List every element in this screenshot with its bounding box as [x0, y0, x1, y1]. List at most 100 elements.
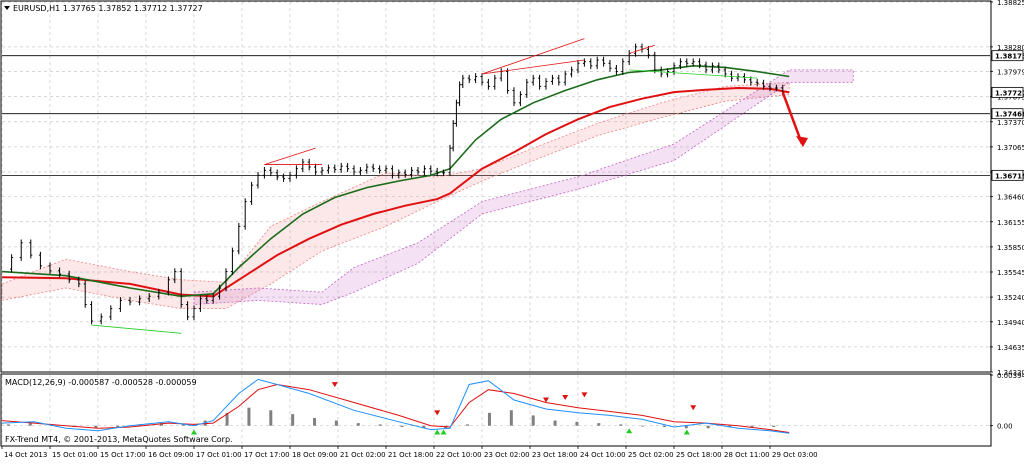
time-tick-label: 24 Oct 10:00	[580, 451, 626, 459]
trend-line-green[interactable]	[91, 324, 182, 334]
symbol-info: EURUSD,H1 1.37765 1.37852 1.37712 1.3772…	[13, 4, 203, 13]
macd-histogram-bar	[706, 425, 710, 429]
macd-histogram-bar	[313, 417, 317, 426]
main-frame	[0, 0, 992, 373]
time-axis[interactable]: 14 Oct 2013 15 Oct 01:00 15 Oct 17:00 16 Oc…	[1, 446, 818, 459]
green-arrow-icon	[626, 428, 633, 434]
forecast-arrow[interactable]	[781, 91, 808, 147]
time-tick-label: 28 Oct 11:00	[724, 451, 770, 459]
macd-histogram-bar	[225, 412, 229, 426]
level-label-box	[991, 169, 1024, 181]
macd-histogram-bar	[291, 414, 295, 426]
price-tick-label: 1.37370	[997, 119, 1024, 127]
time-tick-label: 15 Oct 17:00	[100, 451, 146, 459]
green-arrow-icon	[683, 429, 690, 435]
level-label-box	[991, 86, 1024, 98]
macd-histogram-bar	[422, 425, 426, 429]
time-tick-label: 15 Oct 01:00	[52, 451, 98, 459]
price-tick-label: 1.35850	[997, 244, 1024, 252]
level-label: 1.38173	[995, 53, 1024, 61]
macd-histogram-bar	[6, 424, 10, 426]
ma-slow-line	[1, 86, 790, 298]
macd-indicator	[1, 378, 990, 435]
price-tick-label: 1.35545	[997, 269, 1024, 277]
red-arrow-icon	[543, 397, 549, 403]
macd-histogram-bar	[575, 421, 579, 426]
macd-histogram-bar	[728, 425, 732, 427]
macd-histogram-bar	[531, 415, 535, 426]
triangle-down-icon[interactable]	[4, 6, 10, 10]
level-label: 1.37468	[995, 111, 1024, 119]
time-tick-label: 21 Oct 02:00	[340, 451, 386, 459]
level-label: 1.37727	[995, 89, 1024, 97]
time-tick-label: 23 Oct 02:00	[484, 451, 530, 459]
green-arrow-icon	[440, 429, 447, 435]
macd-axis: 0.00394 0.00	[990, 372, 1024, 431]
time-tick-label: 25 Oct 02:00	[628, 451, 674, 459]
price-tick-label: 1.38280	[997, 44, 1024, 52]
macd-tick-label: 0.00	[997, 423, 1013, 431]
macd-histogram-bar	[159, 423, 163, 426]
macd-histogram-bar	[356, 423, 360, 426]
macd-histogram-bar	[94, 425, 98, 429]
time-tick-label: 16 Oct 09:00	[148, 451, 194, 459]
macd-histogram-bar	[116, 425, 120, 427]
price-tick-label: 1.36460	[997, 194, 1024, 202]
price-tick-label: 1.34940	[997, 319, 1024, 327]
price-tick-label: 1.37065	[997, 144, 1024, 152]
macd-histogram-bar	[400, 425, 404, 427]
arrow-shaft[interactable]	[781, 91, 804, 145]
trend-line-red[interactable]	[264, 147, 316, 165]
trend-line-red[interactable]	[629, 44, 655, 54]
trend-line-red[interactable]	[481, 59, 585, 75]
trend-line-red[interactable]	[481, 38, 585, 75]
macd-histogram-bar	[509, 410, 513, 426]
time-tick-label: 21 Oct 18:00	[388, 451, 434, 459]
price-tick-label: 1.36155	[997, 219, 1024, 227]
macd-histogram-bar	[334, 420, 338, 426]
macd-histogram-bar	[619, 424, 623, 426]
trend-lines[interactable]	[91, 38, 758, 334]
macd-frame	[0, 373, 992, 447]
trend-line-green[interactable]	[629, 69, 758, 79]
macd-histogram-bar	[772, 425, 776, 427]
red-arrow-icon	[690, 405, 697, 411]
copyright-text: FX-Trend MT4, © 2001-2013, MetaQuotes So…	[5, 435, 233, 444]
level-label-box	[991, 108, 1024, 120]
level-label: 1.36719	[995, 172, 1024, 180]
macd-tick-label: 0.00394	[997, 372, 1024, 380]
price-tick-label: 1.34330	[997, 369, 1024, 377]
time-tick-label: 25 Oct 18:00	[676, 451, 722, 459]
time-tick-label: 17 Oct 01:00	[196, 451, 242, 459]
macd-histogram-bar	[641, 425, 645, 427]
macd-histogram-bar	[181, 424, 185, 426]
time-tick-label: 22 Oct 10:00	[436, 451, 482, 459]
red-arrow-icon	[331, 382, 338, 388]
red-arrow-icon	[434, 410, 441, 416]
macd-histogram-bar	[684, 425, 688, 429]
macd-main-line	[1, 378, 790, 434]
time-tick-label: 17 Oct 17:00	[244, 451, 290, 459]
time-tick-label: 18 Oct 09:00	[292, 451, 338, 459]
level-label-box	[991, 50, 1024, 62]
macd-histogram-bar	[553, 420, 557, 426]
level-labels: 1.38173 1.37727 1.37468 1.36719	[991, 50, 1024, 181]
time-tick-label: 23 Oct 18:00	[532, 451, 578, 459]
cloud-red	[1, 81, 790, 310]
red-arrow-icon	[581, 392, 588, 398]
macd-histogram-bar	[466, 424, 470, 426]
green-arrow-icon	[191, 429, 197, 435]
price-series[interactable]	[10, 43, 785, 325]
ichimoku-clouds	[1, 69, 854, 310]
macd-histogram-bar	[247, 407, 251, 426]
arrow-head-icon[interactable]	[796, 135, 808, 147]
green-arrow-icon	[434, 429, 441, 435]
macd-label: MACD(12,26,9) -0.000587 -0.000528 -0.000…	[5, 378, 197, 387]
macd-histogram-bar	[28, 423, 32, 426]
macd-histogram-bar	[487, 412, 491, 426]
price-tick-label: 1.35240	[997, 294, 1024, 302]
time-tick-label: 29 Oct 03:00	[772, 451, 818, 459]
time-tick-label: 14 Oct 2013	[4, 451, 47, 459]
